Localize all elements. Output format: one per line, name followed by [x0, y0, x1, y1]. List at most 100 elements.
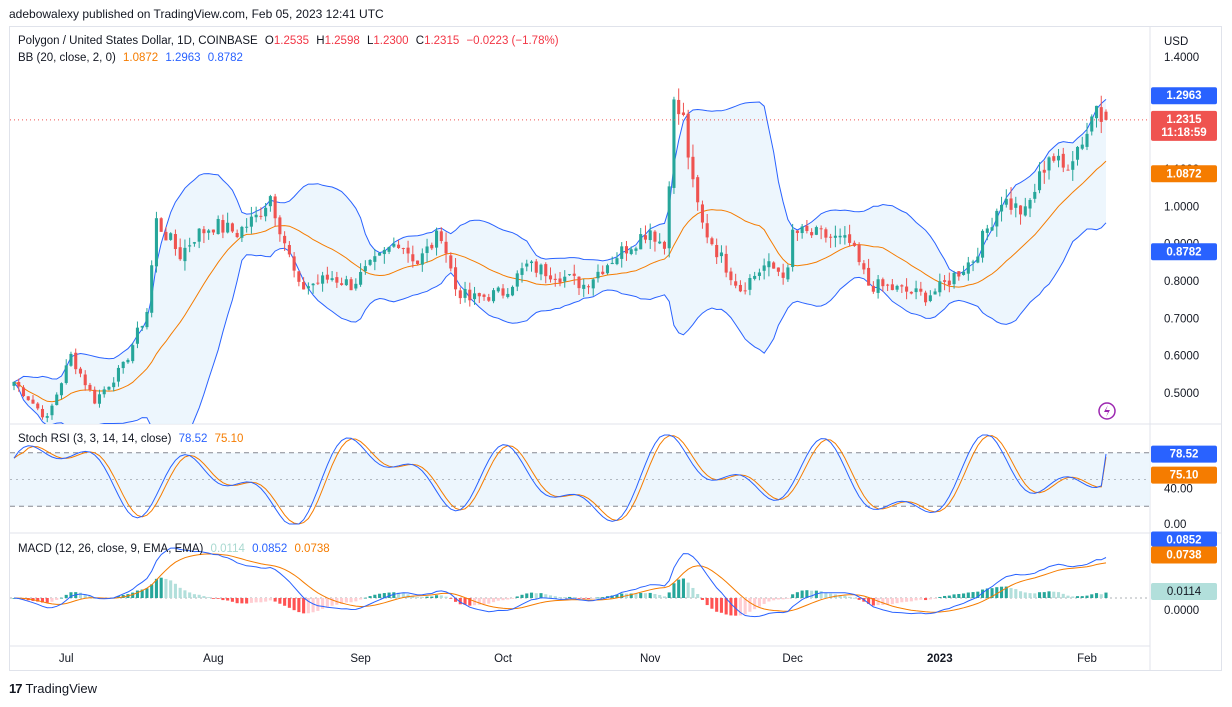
candle-body [776, 267, 780, 272]
candle-body [416, 260, 420, 265]
macd-histogram-bar [226, 598, 230, 601]
macd-histogram-bar [577, 598, 581, 599]
macd-histogram-bar [69, 592, 73, 598]
candle-body [330, 278, 334, 281]
candle-body [1028, 199, 1032, 209]
macd-histogram-bar [795, 592, 799, 598]
macd-histogram-bar [890, 598, 894, 605]
candle-body [548, 275, 553, 280]
candle-body [335, 277, 339, 283]
close-value: 1.2315 [424, 35, 460, 47]
candle-body [444, 241, 448, 254]
macd-histogram-bar [397, 592, 401, 598]
macd-histogram-bar [810, 590, 814, 598]
macd-histogram-bar [354, 598, 358, 602]
macd-histogram-bar [169, 580, 173, 598]
macd-histogram-bar [838, 595, 842, 598]
macd-name: MACD (12, 26, close, 9, EMA, EMA) [18, 543, 204, 555]
candle-body [226, 222, 230, 233]
macd-histogram-bar [781, 598, 785, 600]
macd-histogram-bar [454, 598, 458, 602]
candle-body [1056, 155, 1061, 161]
macd-histogram-bar [1009, 588, 1013, 598]
candle-body [126, 359, 130, 363]
candle-body [487, 297, 491, 301]
macd-histogram-bar [93, 597, 97, 599]
macd-histogram-bar [748, 598, 752, 612]
macd-signal-badge: 0.0738 [1151, 546, 1217, 564]
bb-legend: BB (20, close, 2, 0) 1.0872 1.2963 0.878… [18, 52, 247, 64]
candle-body [145, 311, 149, 328]
candle-body [995, 210, 999, 227]
macd-histogram-bar [178, 587, 182, 598]
candle-body [544, 264, 548, 277]
bb-lower-line [13, 222, 1107, 424]
tradingview-logo[interactable]: 17 TradingView [9, 681, 97, 696]
macd-histogram-bar [1037, 592, 1042, 598]
close-label: C [415, 35, 425, 47]
candle-body [183, 247, 187, 262]
macd-histogram-bar [145, 588, 149, 598]
candle-body [705, 223, 709, 238]
macd-histogram-bar [686, 582, 690, 598]
macd-histogram-bar [1014, 589, 1018, 598]
candle-body [430, 244, 434, 249]
time-axis-label: 2023 [927, 653, 953, 665]
macd-histogram-bar [430, 596, 434, 598]
symbol-label: Polygon / United States Dollar, 1D, COIN… [18, 35, 258, 47]
candle-body [767, 261, 771, 268]
macd-histogram-bar [715, 598, 719, 612]
macd-histogram-bar [563, 597, 567, 598]
macd-histogram-bar [1047, 591, 1051, 598]
macd-histogram-bar [444, 596, 448, 598]
macd-pane[interactable] [10, 547, 1150, 618]
candle-body [268, 196, 272, 207]
macd-histogram-bar [1075, 596, 1080, 598]
macd-histogram-bar [1018, 591, 1023, 598]
macd-histogram-bar [843, 595, 847, 598]
main-price-pane[interactable] [10, 88, 1150, 457]
candle-body [829, 236, 833, 238]
candle-body [572, 273, 576, 276]
last-price-badge-text: 1.2315 [1166, 114, 1202, 126]
candle-body [681, 112, 685, 115]
candle-body [553, 278, 557, 280]
macd-histogram-bar [131, 592, 135, 598]
candle-body [1037, 171, 1042, 191]
macd-histogram-bar [1090, 594, 1094, 598]
macd-histogram-bar [1085, 595, 1089, 598]
stoch-k-badge-bg [1151, 445, 1217, 463]
candle-body [1090, 116, 1094, 132]
candle-body [420, 253, 424, 265]
candle-body [107, 386, 111, 390]
macd-histogram-bar [662, 596, 666, 598]
candle-body [249, 216, 253, 227]
candle-body [1042, 169, 1046, 173]
candle-body [596, 271, 600, 279]
candle-body [316, 282, 320, 284]
candle-body [938, 281, 942, 293]
macd-histogram-bar [197, 594, 201, 598]
macd-histogram-bar [435, 595, 439, 598]
candle-body [88, 384, 92, 390]
candle-body [966, 262, 970, 274]
candle-body [691, 156, 695, 180]
candle-body [55, 394, 59, 406]
macd-histogram-bar [221, 598, 225, 601]
macd-histogram-bar [895, 598, 899, 604]
candle-body [510, 286, 515, 296]
macd-histogram-bar [691, 587, 695, 598]
candle-body [12, 381, 16, 386]
macd-histogram-bar [88, 595, 92, 598]
candle-body [178, 247, 182, 260]
candle-body [93, 389, 97, 404]
macd-histogram-bar [349, 598, 353, 603]
candle-body [230, 223, 234, 232]
macd-histogram-bar [482, 598, 486, 605]
macd-histogram-bar [900, 598, 904, 603]
macd-histogram-bar [216, 598, 220, 599]
stoch-rsi-pane[interactable] [10, 434, 1150, 525]
macd-histogram-bar [1052, 591, 1056, 598]
macd-histogram-bar [591, 598, 595, 599]
